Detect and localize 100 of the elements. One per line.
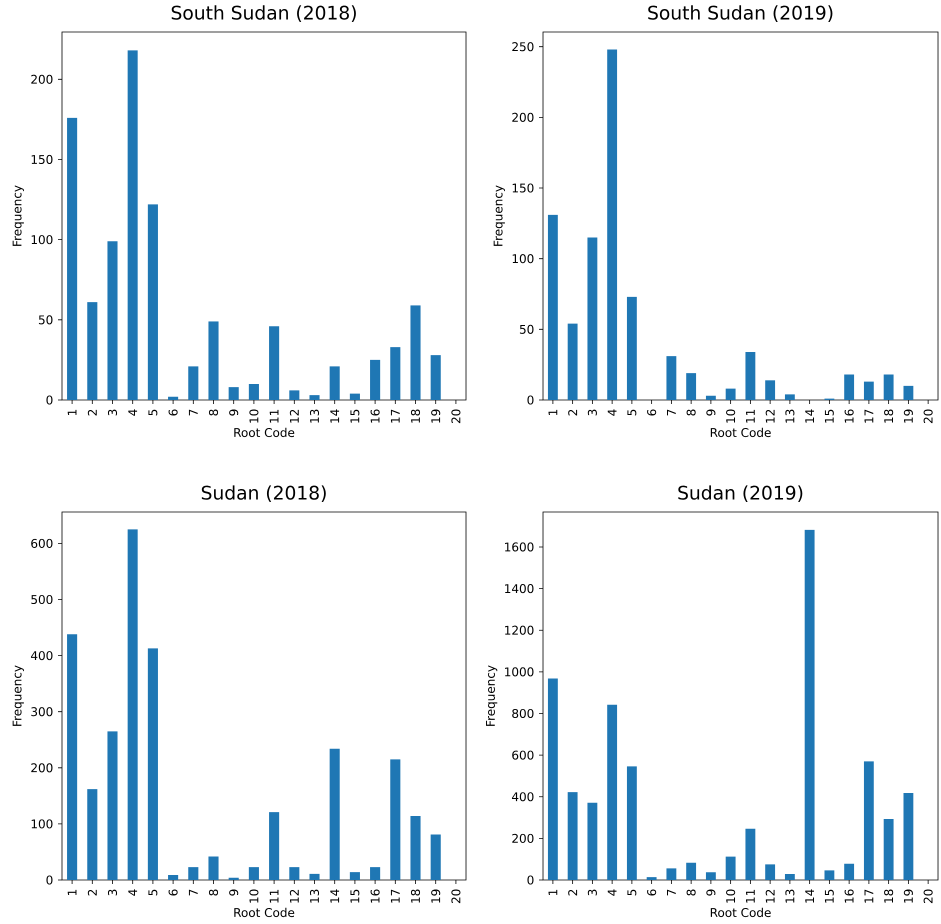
bar bbox=[309, 395, 320, 400]
bar bbox=[370, 360, 380, 400]
bar bbox=[884, 819, 894, 880]
bar bbox=[228, 387, 239, 400]
bar bbox=[607, 50, 618, 400]
x-tick-label: 19 bbox=[904, 890, 913, 903]
bar bbox=[188, 867, 198, 880]
y-tick-label: 0 bbox=[46, 875, 52, 885]
bar bbox=[269, 812, 280, 880]
bar bbox=[587, 802, 598, 880]
x-axis-title: Root Code bbox=[710, 908, 771, 918]
bar bbox=[107, 731, 118, 880]
x-tick-label: 1 bbox=[548, 410, 558, 416]
bar bbox=[844, 374, 854, 400]
y-axis-title: Frequency bbox=[12, 665, 24, 726]
x-tick-label: 13 bbox=[310, 410, 320, 423]
x-tick-label: 3 bbox=[588, 410, 597, 416]
x-tick-label: 6 bbox=[647, 409, 656, 416]
x-tick-label: 20 bbox=[451, 890, 460, 904]
x-tick-label: 9 bbox=[706, 410, 716, 416]
bar bbox=[148, 648, 158, 880]
chart-title: Sudan (2019) bbox=[678, 485, 802, 502]
x-tick-label: 10 bbox=[726, 410, 736, 423]
x-tick-label: 7 bbox=[188, 890, 198, 896]
chart-title: South Sudan (2019) bbox=[648, 5, 832, 22]
x-tick-label: 14 bbox=[805, 409, 814, 423]
bar bbox=[844, 864, 854, 880]
x-tick-label: 9 bbox=[229, 890, 238, 896]
x-tick-label: 6 bbox=[168, 889, 178, 896]
bar bbox=[686, 373, 696, 400]
x-tick-label: 5 bbox=[627, 410, 636, 416]
y-tick-label: 1200 bbox=[505, 626, 534, 635]
x-tick-label: 5 bbox=[627, 890, 636, 896]
x-axis-title: Root Code bbox=[234, 908, 294, 918]
y-tick-label: 1000 bbox=[505, 667, 534, 676]
bar bbox=[804, 530, 815, 880]
x-tick-label: 8 bbox=[208, 890, 218, 896]
y-tick-label: 600 bbox=[512, 750, 534, 760]
x-tick-label: 12 bbox=[290, 410, 299, 423]
bar bbox=[864, 761, 874, 880]
y-tick-label: 1400 bbox=[505, 584, 534, 594]
x-tick-label: 4 bbox=[608, 409, 617, 416]
x-tick-label: 9 bbox=[229, 410, 238, 416]
chart-title: South Sudan (2018) bbox=[172, 5, 356, 22]
bar bbox=[430, 355, 441, 400]
bar bbox=[128, 529, 138, 880]
bar bbox=[188, 366, 198, 400]
bar bbox=[168, 874, 178, 880]
bar bbox=[248, 384, 259, 400]
bar bbox=[548, 214, 558, 400]
bar bbox=[208, 321, 219, 400]
bar bbox=[350, 872, 360, 880]
bar bbox=[67, 118, 78, 400]
x-tick-label: 8 bbox=[686, 410, 696, 416]
x-tick-label: 10 bbox=[249, 890, 258, 903]
x-tick-label: 18 bbox=[884, 890, 894, 903]
bar bbox=[666, 868, 676, 880]
bar bbox=[568, 792, 578, 880]
x-tick-label: 9 bbox=[706, 890, 716, 896]
bar bbox=[706, 872, 716, 880]
x-tick-label: 15 bbox=[350, 890, 360, 903]
x-tick-label: 2 bbox=[568, 890, 578, 896]
bar bbox=[410, 816, 421, 880]
y-tick-label: 200 bbox=[31, 763, 52, 772]
bar bbox=[430, 834, 441, 880]
bar bbox=[548, 678, 558, 880]
bar bbox=[884, 374, 894, 400]
bar bbox=[330, 366, 340, 400]
x-tick-label: 13 bbox=[310, 890, 320, 903]
x-tick-label: 17 bbox=[390, 410, 400, 423]
x-tick-label: 16 bbox=[370, 889, 380, 903]
bar bbox=[390, 759, 400, 880]
bar bbox=[745, 828, 756, 880]
bar bbox=[168, 396, 178, 400]
x-tick-label: 5 bbox=[148, 890, 158, 896]
x-axis-title: Root Code bbox=[710, 428, 771, 438]
y-tick-label: 200 bbox=[512, 834, 534, 843]
bar bbox=[148, 204, 158, 400]
bar bbox=[67, 634, 78, 880]
bar bbox=[745, 352, 756, 400]
y-tick-label: 0 bbox=[527, 395, 534, 405]
x-tick-label: 18 bbox=[410, 410, 420, 423]
x-tick-label: 17 bbox=[864, 890, 874, 903]
y-tick-label: 200 bbox=[31, 74, 52, 84]
bar bbox=[208, 856, 219, 880]
y-axis-title: Frequency bbox=[494, 185, 505, 246]
x-tick-label: 10 bbox=[249, 410, 258, 423]
bar bbox=[864, 382, 874, 400]
y-tick-label: 50 bbox=[520, 324, 534, 334]
bar bbox=[330, 748, 340, 880]
bar bbox=[248, 867, 259, 880]
bar bbox=[87, 789, 98, 880]
bar bbox=[107, 241, 118, 400]
bar bbox=[784, 394, 795, 400]
x-tick-label: 4 bbox=[608, 889, 617, 896]
y-tick-label: 50 bbox=[38, 315, 52, 324]
y-tick-label: 200 bbox=[512, 112, 534, 122]
x-tick-label: 11 bbox=[746, 890, 755, 903]
x-tick-label: 7 bbox=[667, 890, 676, 896]
x-tick-label: 20 bbox=[451, 410, 460, 424]
